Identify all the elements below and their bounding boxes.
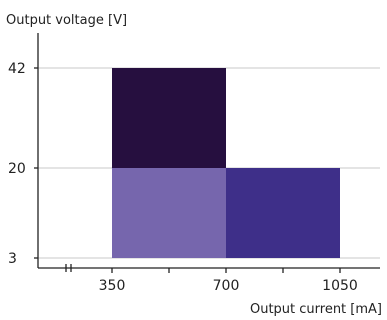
y-ticks: 3 20 42 xyxy=(8,61,38,267)
x-axis-break-mark xyxy=(65,264,72,272)
y-tick-label-20: 20 xyxy=(8,161,26,177)
region-350-700mA-3-20V xyxy=(112,168,226,258)
x-tick-label-350: 350 xyxy=(99,278,126,294)
plot-area xyxy=(112,68,340,258)
region-700-1050mA-3-20V xyxy=(226,168,340,258)
x-tick-label-1050: 1050 xyxy=(322,278,358,294)
y-tick-label-3: 3 xyxy=(8,251,17,267)
x-ticks: 350 700 1050 xyxy=(99,268,358,294)
y-tick-label-42: 42 xyxy=(8,61,26,77)
axes: 350 700 1050 3 20 42 xyxy=(8,33,380,294)
region-350-700mA-20-42V xyxy=(112,68,226,168)
x-axis-title: Output current [mA] xyxy=(250,302,382,317)
x-tick-label-700: 700 xyxy=(213,278,240,294)
y-axis-title: Output voltage [V] xyxy=(6,13,127,28)
